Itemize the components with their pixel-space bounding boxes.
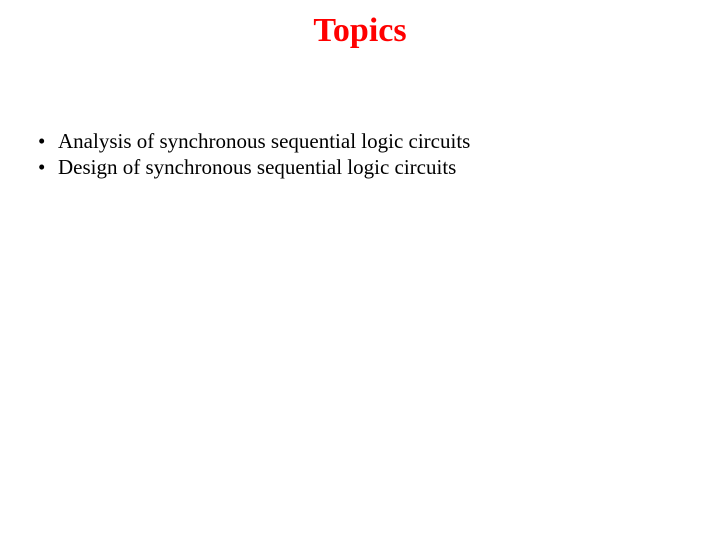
bullet-text: Analysis of synchronous sequential logic… — [58, 129, 470, 153]
list-item: Analysis of synchronous sequential logic… — [32, 128, 688, 154]
bullet-text: Design of synchronous sequential logic c… — [58, 155, 456, 179]
slide-title: Topics — [0, 12, 720, 50]
list-item: Design of synchronous sequential logic c… — [32, 154, 688, 180]
slide: Topics Analysis of synchronous sequentia… — [0, 0, 720, 540]
bullet-list: Analysis of synchronous sequential logic… — [32, 128, 688, 181]
